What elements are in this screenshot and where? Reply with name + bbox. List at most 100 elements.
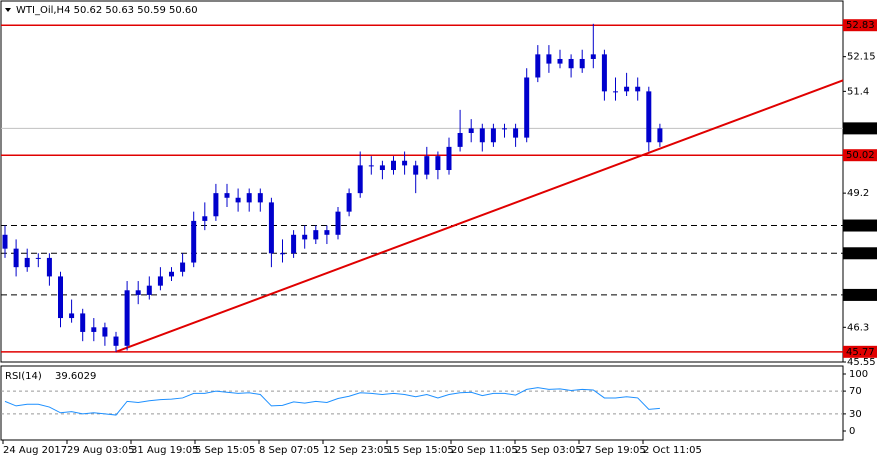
trendline: [115, 79, 844, 353]
y-tick-label: 52.15: [847, 52, 876, 63]
candle-body: [324, 230, 330, 235]
candle-body: [91, 327, 97, 332]
candle-body: [446, 146, 452, 171]
candle-body: [146, 285, 152, 295]
candle-body: [302, 234, 308, 240]
candle-body: [113, 336, 119, 346]
level-label: 48.50: [846, 221, 875, 232]
y-tick-label: 46.3: [847, 322, 869, 333]
candle-body: [124, 290, 130, 346]
candle-body: [169, 271, 174, 277]
x-tick-label: 24 Aug 2017: [3, 445, 67, 456]
x-tick-label: 2 Oct 11:05: [643, 445, 702, 456]
candle-body: [546, 54, 552, 64]
candle-body: [513, 128, 519, 138]
candle-body: [402, 160, 408, 166]
candle-body: [368, 165, 374, 167]
candle-body: [424, 156, 430, 175]
candle-body: [202, 216, 208, 221]
candle-body: [646, 91, 652, 143]
candle-body: [268, 202, 274, 254]
chart-title: WTI_Oil,H4 50.62 50.63 50.59 50.60: [16, 5, 198, 16]
candle-body: [579, 58, 585, 69]
level-label-box: [843, 247, 877, 260]
x-tick-label: 5 Sep 15:05: [195, 445, 255, 456]
y-tick-label: 30: [849, 409, 862, 420]
candle-body: [657, 128, 663, 143]
candle-body: [280, 253, 285, 255]
candle-body: [479, 128, 485, 143]
y-tick-label: 70: [849, 386, 862, 397]
candle-body: [346, 193, 352, 212]
x-tick-label: 12 Sep 23:05: [323, 445, 390, 456]
candle-body: [601, 54, 607, 92]
candle-body: [413, 165, 419, 175]
candle-body: [58, 276, 63, 319]
candle-body: [35, 257, 41, 259]
candle-body: [624, 86, 630, 92]
candle-body: [313, 230, 319, 240]
candle-body: [69, 313, 75, 319]
level-label: 50.02: [846, 150, 875, 161]
menu-arrow: [5, 8, 11, 12]
y-tick-label: 49.2: [847, 188, 869, 199]
rsi-value: 39.6029: [55, 371, 96, 382]
level-label-box: [843, 288, 877, 301]
x-tick-label: 29 Aug 03:05: [67, 445, 134, 456]
level-label: 50.60: [846, 123, 875, 134]
candle-body: [2, 234, 8, 249]
candle-body: [257, 193, 263, 203]
candle-body: [102, 327, 108, 337]
level-label-box: [843, 122, 877, 135]
candle-body: [379, 165, 385, 171]
candle-body: [235, 197, 241, 203]
level-label-box: [843, 345, 877, 358]
candle-body: [391, 160, 396, 171]
x-tick-label: 8 Sep 07:05: [259, 445, 319, 456]
candle-body: [246, 193, 252, 203]
candle-body: [80, 313, 86, 332]
candle-body: [524, 77, 530, 138]
candle-body: [46, 257, 52, 277]
y-tick-label: 51.4: [847, 86, 869, 97]
y-tick-label: 100: [849, 369, 868, 380]
level-label: 47.00: [846, 290, 875, 301]
x-tick-label: 15 Sep 15:05: [387, 445, 454, 456]
candle-body: [557, 58, 563, 64]
candle-body: [502, 128, 507, 130]
candle-body: [357, 165, 363, 194]
level-label-box: [843, 219, 877, 232]
y-tick-label: 0: [849, 426, 855, 437]
candle-body: [213, 193, 219, 217]
candle-body: [157, 276, 163, 286]
y-tick-label: 45.55: [847, 357, 876, 368]
level-label: 47.90: [846, 248, 875, 259]
candle-body: [180, 262, 186, 272]
candle-body: [613, 91, 618, 93]
candle-body: [635, 86, 641, 92]
candle-body: [568, 58, 574, 69]
level-label: 45.77: [846, 347, 875, 358]
candle-body: [135, 290, 141, 295]
candle-body: [291, 234, 297, 254]
main-panel: [0, 0, 844, 363]
candle-body: [13, 248, 19, 268]
candle-body: [535, 54, 541, 78]
rsi-name: RSI(14): [5, 371, 42, 382]
level-label-box: [843, 19, 877, 32]
x-tick-label: 20 Sep 11:05: [451, 445, 518, 456]
candle-body: [224, 193, 230, 198]
candle-body: [490, 128, 496, 143]
x-tick-label: 25 Sep 03:05: [515, 445, 582, 456]
candle-body: [468, 128, 474, 133]
candle-body: [191, 220, 197, 263]
candle-body: [590, 54, 596, 59]
candle-body: [457, 132, 463, 147]
level-label-box: [843, 149, 877, 162]
rsi-line: [4, 387, 660, 416]
level-label: 52.83: [846, 20, 875, 31]
candle-body: [435, 156, 441, 171]
rsi-panel: [0, 365, 844, 441]
x-tick-label: 27 Sep 19:05: [579, 445, 646, 456]
